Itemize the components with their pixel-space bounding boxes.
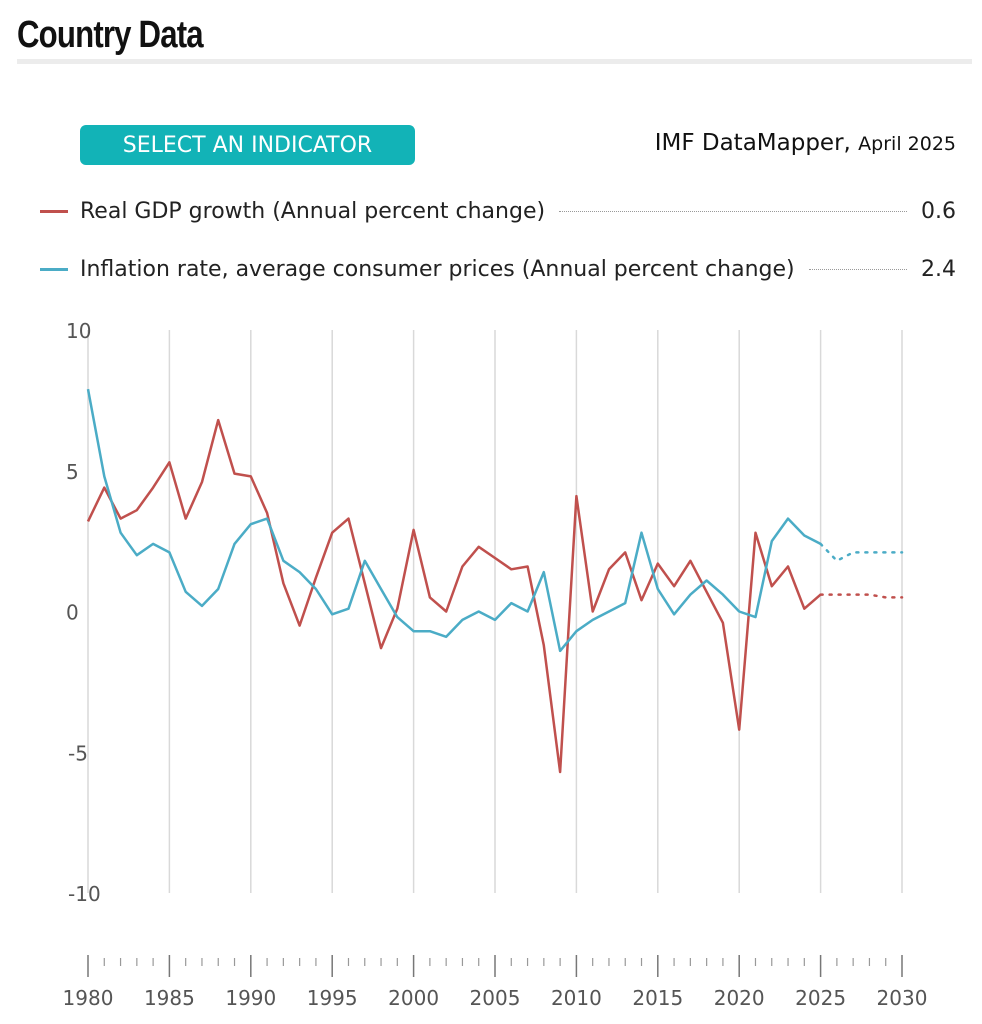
y-tick-label: 0 — [66, 601, 79, 625]
x-tick-label: 2020 — [714, 986, 765, 1010]
line-chart: 10 5 0 -5 -10 1980 1985 1990 1995 2000 2005 2010 201… — [63, 319, 928, 1010]
x-tick-label: 2000 — [388, 986, 439, 1010]
series-projection-1 — [819, 542, 904, 563]
source-credit: IMF DataMapper, April 2025 — [655, 130, 956, 156]
legend-value-gdp-growth: 0.6 — [921, 198, 956, 224]
x-tick-label: 1980 — [63, 986, 114, 1010]
legend-item-gdp-growth[interactable]: Real GDP growth (Annual percent change) … — [40, 196, 956, 226]
x-tick-label: 2025 — [795, 986, 846, 1010]
series-line-0 — [86, 418, 822, 774]
x-tick-label: 1990 — [225, 986, 276, 1010]
x-tick-label: 2015 — [632, 986, 683, 1010]
x-tick-label: 1985 — [144, 986, 195, 1010]
x-tick-label: 1995 — [307, 986, 358, 1010]
y-tick-label: 5 — [66, 460, 79, 484]
source-date: April 2025 — [858, 133, 956, 155]
legend-leader-dots — [559, 210, 907, 212]
y-tick-label: -5 — [68, 741, 88, 765]
legend-item-inflation[interactable]: Inflation rate, average consumer prices … — [40, 254, 956, 284]
source-separator: , — [843, 130, 851, 156]
legend-label-inflation: Inflation rate, average consumer prices … — [80, 256, 795, 282]
source-name: IMF DataMapper — [654, 130, 844, 156]
x-tick-label: 2010 — [551, 986, 602, 1010]
x-tick-label: 2030 — [877, 986, 928, 1010]
title-divider — [17, 59, 972, 64]
legend-swatch-gdp-growth — [40, 209, 68, 213]
legend-swatch-inflation — [40, 267, 68, 271]
series-line-1 — [86, 388, 822, 653]
series-projection-0 — [819, 593, 904, 599]
y-tick-label: 10 — [66, 319, 91, 343]
legend-label-gdp-growth: Real GDP growth (Annual percent change) — [80, 198, 546, 224]
y-tick-label: -10 — [68, 882, 101, 906]
legend-leader-dots — [808, 268, 907, 270]
page-title: Country Data — [17, 14, 204, 56]
x-tick-label: 2005 — [470, 986, 521, 1010]
legend-value-inflation: 2.4 — [921, 256, 956, 282]
select-indicator-button[interactable]: SELECT AN INDICATOR — [80, 125, 415, 165]
